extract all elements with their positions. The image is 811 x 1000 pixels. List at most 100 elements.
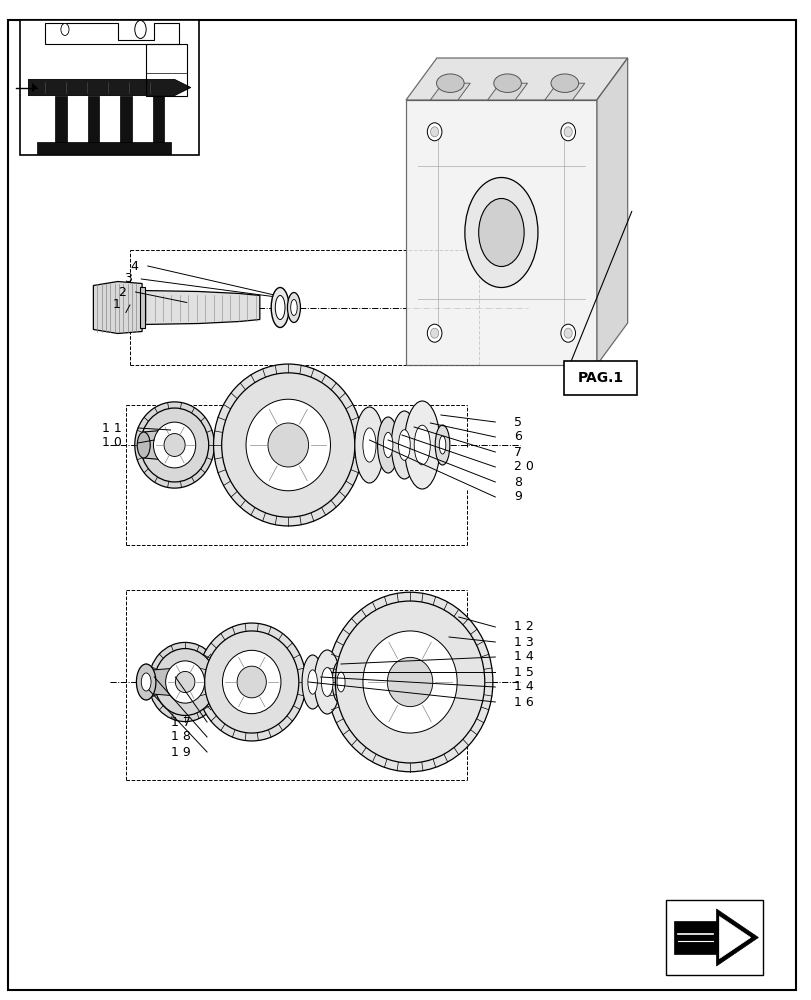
Ellipse shape: [237, 666, 266, 698]
Ellipse shape: [354, 407, 384, 483]
Polygon shape: [152, 668, 177, 696]
Ellipse shape: [560, 324, 575, 342]
Text: 9: 9: [513, 490, 521, 504]
Text: 1 7: 1 7: [171, 716, 191, 728]
Ellipse shape: [436, 74, 464, 92]
Ellipse shape: [327, 592, 492, 772]
Ellipse shape: [137, 432, 150, 458]
Ellipse shape: [148, 642, 221, 722]
Bar: [665, 900, 762, 975]
Polygon shape: [28, 79, 191, 96]
Ellipse shape: [391, 411, 417, 479]
Polygon shape: [487, 83, 527, 100]
Ellipse shape: [430, 127, 438, 137]
Ellipse shape: [271, 288, 289, 328]
Ellipse shape: [332, 660, 350, 704]
Ellipse shape: [363, 428, 375, 462]
Ellipse shape: [564, 328, 572, 338]
Text: 1 4: 1 4: [513, 650, 533, 664]
Ellipse shape: [290, 300, 297, 316]
Ellipse shape: [165, 661, 204, 703]
Polygon shape: [32, 83, 36, 92]
Ellipse shape: [551, 74, 578, 92]
Text: 1 2: 1 2: [513, 620, 533, 634]
Polygon shape: [144, 430, 166, 460]
Bar: [152, 96, 164, 144]
Bar: [55, 96, 67, 144]
Ellipse shape: [435, 425, 449, 465]
Text: 6: 6: [513, 430, 521, 444]
Polygon shape: [146, 664, 154, 700]
Ellipse shape: [197, 623, 306, 741]
Bar: [88, 96, 99, 144]
Ellipse shape: [478, 198, 524, 266]
Ellipse shape: [398, 430, 410, 460]
Text: 5: 5: [513, 416, 521, 428]
Text: 1 9: 1 9: [171, 746, 191, 758]
Text: 3: 3: [123, 272, 131, 286]
Polygon shape: [719, 916, 749, 958]
Ellipse shape: [140, 408, 208, 482]
Polygon shape: [93, 282, 142, 334]
Text: 2: 2: [118, 286, 126, 298]
Ellipse shape: [427, 324, 441, 342]
Ellipse shape: [268, 423, 308, 467]
Ellipse shape: [164, 434, 185, 456]
Text: 1 4: 1 4: [513, 680, 533, 694]
Text: 7: 7: [513, 446, 521, 458]
Ellipse shape: [363, 631, 457, 733]
Ellipse shape: [335, 601, 484, 763]
Text: 2 0: 2 0: [513, 460, 533, 474]
Bar: [120, 96, 131, 144]
Ellipse shape: [154, 649, 216, 715]
Polygon shape: [406, 100, 596, 365]
Ellipse shape: [287, 292, 300, 322]
Ellipse shape: [135, 402, 214, 488]
Polygon shape: [673, 921, 715, 954]
Text: 1: 1: [112, 298, 120, 312]
Polygon shape: [430, 83, 470, 100]
Ellipse shape: [439, 436, 445, 454]
Ellipse shape: [404, 401, 440, 489]
Text: 1 1: 1 1: [102, 422, 122, 434]
Text: 1 3: 1 3: [513, 636, 533, 648]
Ellipse shape: [383, 432, 393, 458]
Ellipse shape: [204, 631, 298, 733]
Ellipse shape: [307, 670, 317, 694]
Ellipse shape: [387, 657, 432, 707]
Text: PAG.1: PAG.1: [577, 371, 623, 385]
Ellipse shape: [464, 177, 537, 287]
Text: 4: 4: [130, 259, 138, 272]
Ellipse shape: [221, 373, 354, 517]
Ellipse shape: [564, 127, 572, 137]
Polygon shape: [596, 58, 627, 365]
Text: 1 5: 1 5: [513, 666, 533, 678]
Ellipse shape: [275, 296, 285, 320]
Polygon shape: [406, 58, 627, 100]
Ellipse shape: [141, 673, 151, 691]
Bar: [139, 288, 145, 328]
Ellipse shape: [414, 425, 430, 465]
Bar: [24, 25, 195, 150]
Bar: [146, 44, 187, 96]
Ellipse shape: [246, 399, 330, 491]
Ellipse shape: [321, 668, 333, 696]
Text: 1 8: 1 8: [171, 730, 191, 744]
Ellipse shape: [337, 672, 345, 692]
Polygon shape: [715, 909, 757, 966]
Ellipse shape: [302, 655, 323, 709]
Ellipse shape: [314, 650, 340, 714]
Ellipse shape: [135, 20, 146, 38]
Ellipse shape: [213, 364, 363, 526]
Ellipse shape: [493, 74, 521, 92]
Bar: [20, 20, 199, 155]
Polygon shape: [142, 290, 260, 324]
Ellipse shape: [222, 650, 281, 714]
Text: 1 6: 1 6: [513, 696, 533, 708]
Ellipse shape: [61, 23, 69, 35]
Ellipse shape: [377, 417, 398, 473]
Ellipse shape: [427, 123, 441, 141]
Ellipse shape: [430, 328, 438, 338]
Ellipse shape: [560, 123, 575, 141]
Ellipse shape: [153, 422, 195, 468]
